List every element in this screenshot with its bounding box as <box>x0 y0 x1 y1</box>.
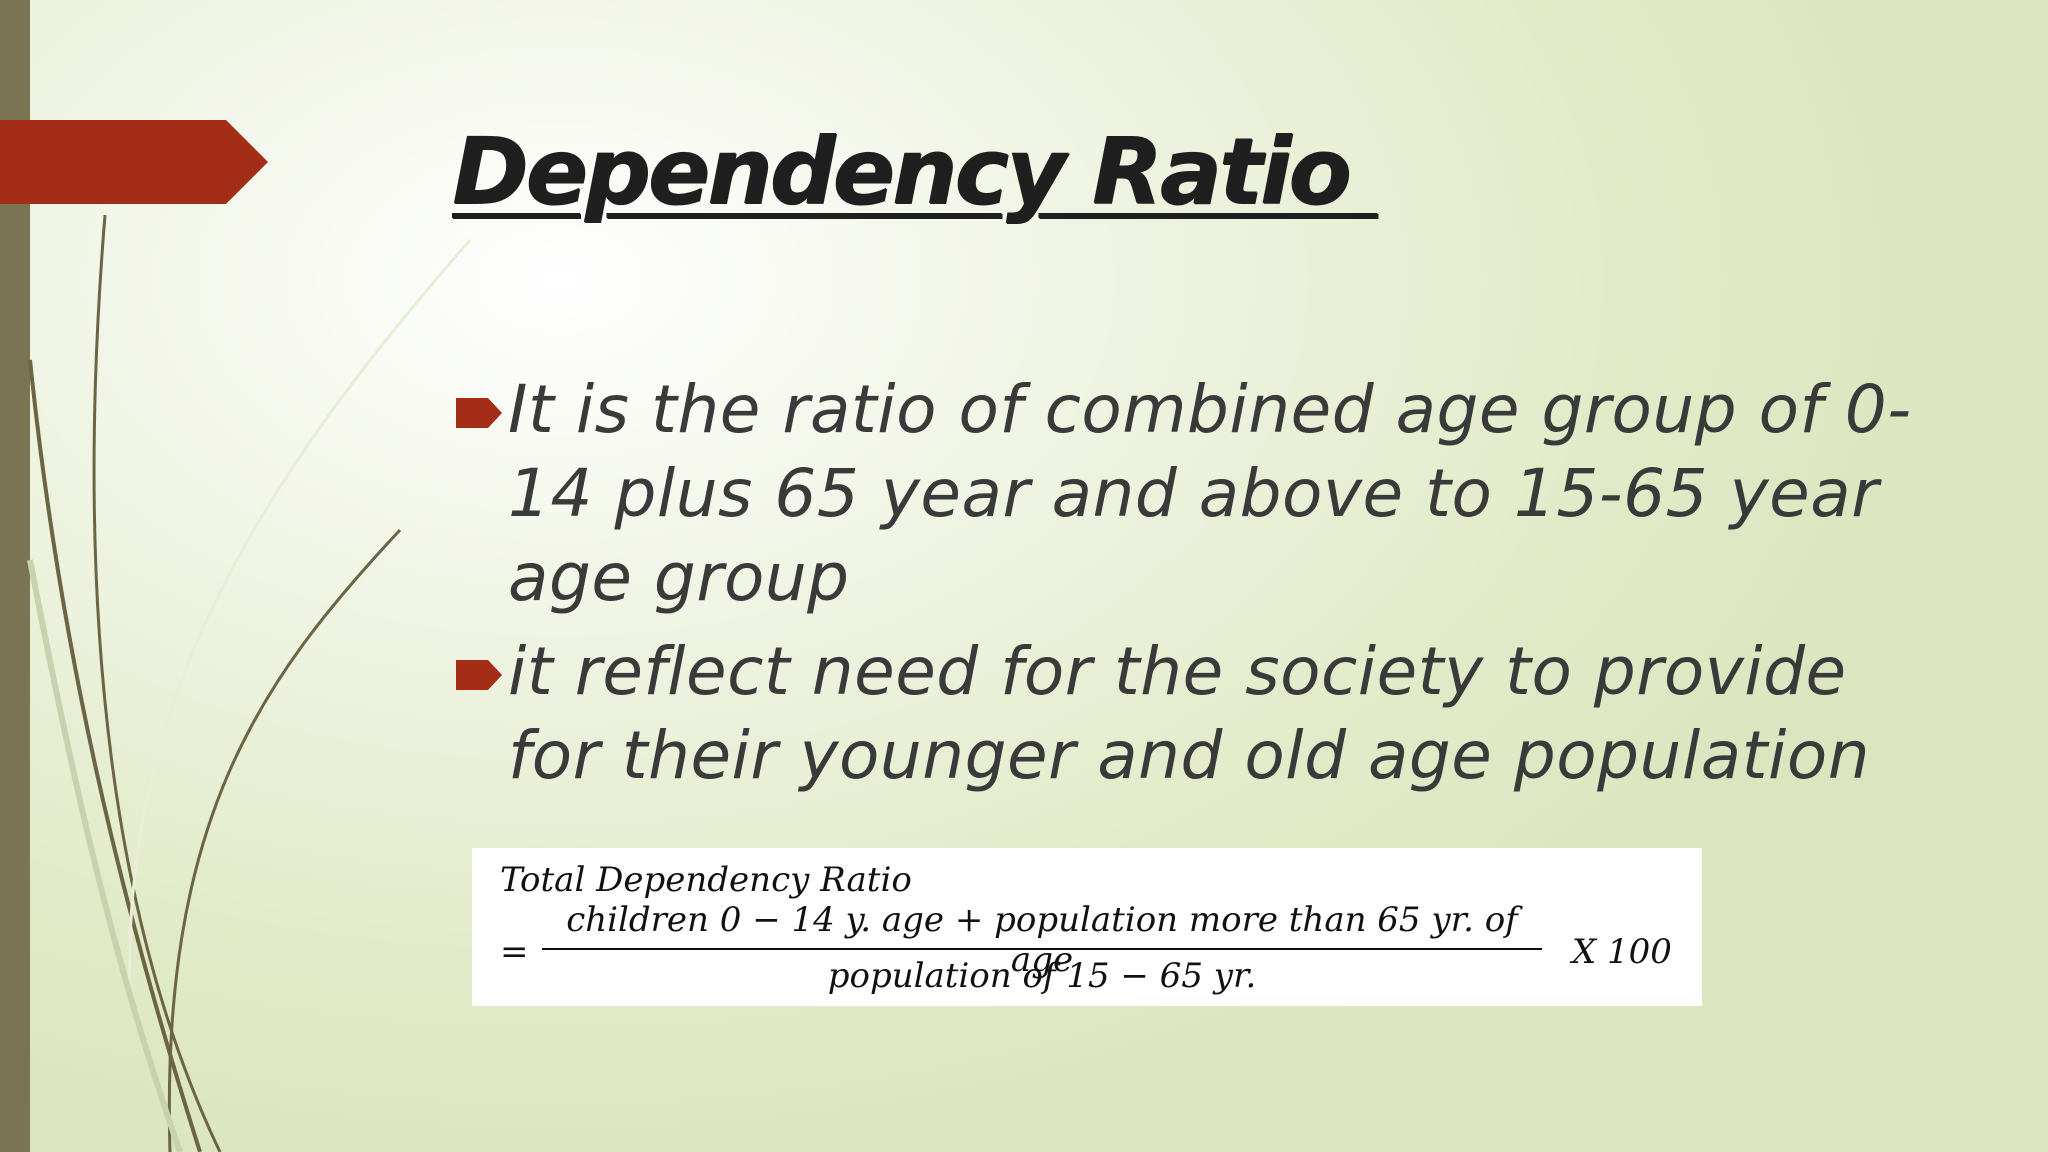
bullet-item: it reflect need for the society to provi… <box>452 630 1952 798</box>
bullet-arrow-icon <box>456 398 502 428</box>
fraction-bar <box>542 948 1542 950</box>
decorative-swoosh-lines <box>27 214 472 1152</box>
formula-box: Total Dependency Ratio = children 0 − 14… <box>472 848 1702 1006</box>
formula-label: Total Dependency Ratio <box>500 860 912 900</box>
title-arrow-tab <box>0 120 268 204</box>
bullet-text: it reflect need for the society to provi… <box>508 633 1871 794</box>
bullet-item: It is the ratio of combined age group of… <box>452 368 1952 620</box>
formula-equals: = <box>500 932 529 972</box>
slide-title: Dependency Ratio <box>452 118 1378 225</box>
bullet-text: It is the ratio of combined age group of… <box>508 371 1912 616</box>
formula-denominator: population of 15 − 65 yr. <box>827 956 1257 996</box>
formula-numerator: children 0 − 14 y. age + population more… <box>566 900 1518 980</box>
bullet-arrow-icon <box>456 660 502 690</box>
formula-multiplier: X 100 <box>1572 932 1672 972</box>
bullet-list: It is the ratio of combined age group of… <box>452 368 1952 808</box>
